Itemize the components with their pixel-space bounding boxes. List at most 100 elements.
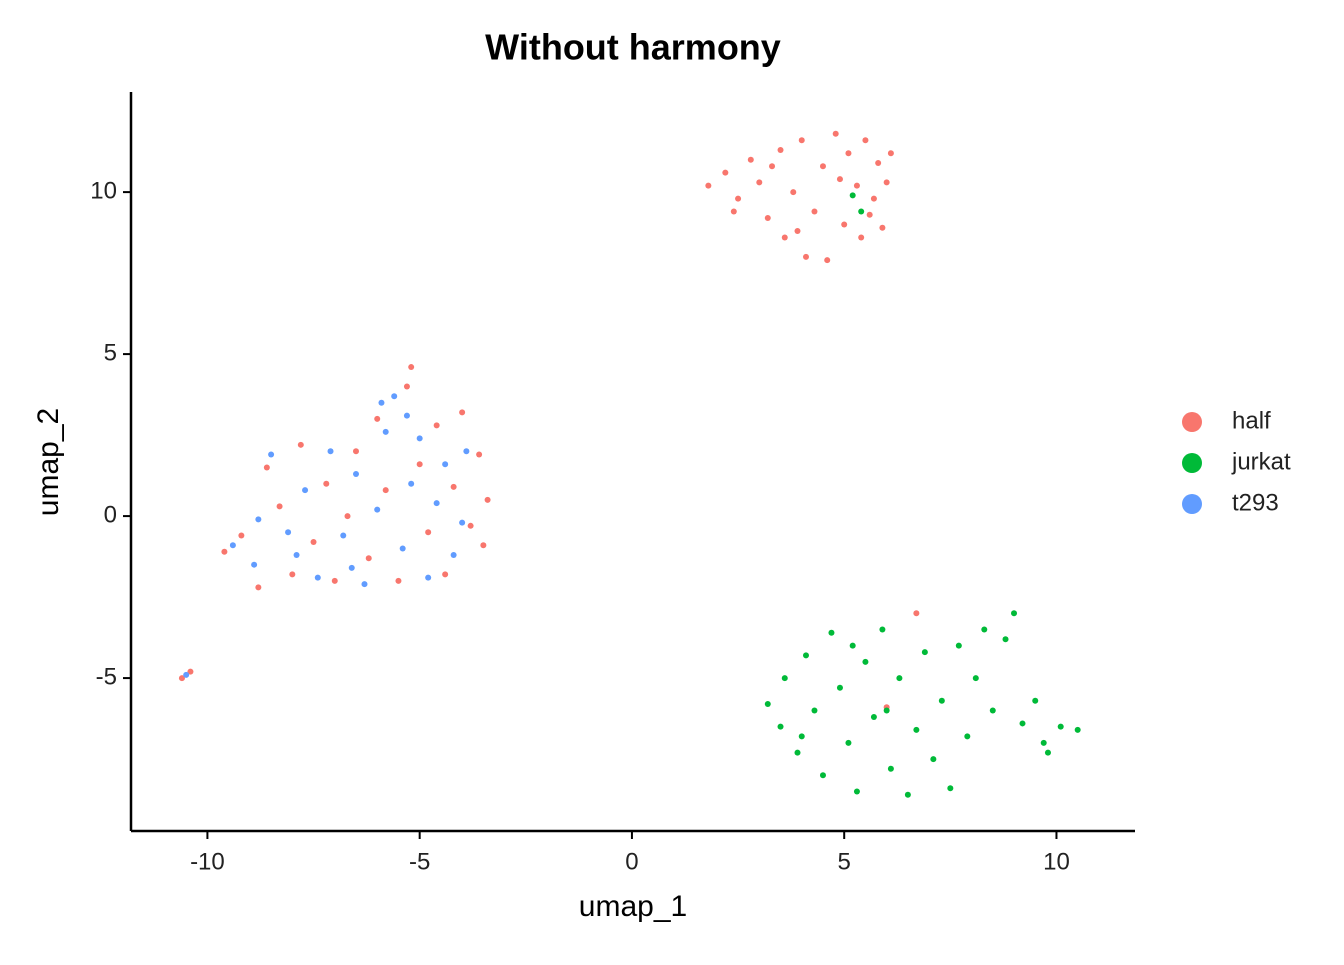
legend-label: jurkat — [1231, 448, 1291, 475]
legend-marker — [1182, 494, 1202, 514]
point — [416, 435, 423, 442]
point — [344, 513, 351, 520]
point — [883, 707, 890, 714]
point — [730, 208, 737, 215]
point — [781, 675, 788, 682]
point — [416, 461, 423, 468]
point — [484, 496, 491, 503]
point — [187, 668, 194, 675]
point — [285, 529, 292, 536]
legend-marker — [1182, 412, 1202, 432]
x-tick-label: 10 — [1043, 848, 1070, 875]
point — [828, 629, 835, 636]
point — [1032, 697, 1039, 704]
point — [442, 571, 449, 578]
point — [297, 441, 304, 448]
point — [365, 555, 372, 562]
point — [930, 756, 937, 763]
point — [302, 487, 309, 494]
point — [981, 626, 988, 633]
point — [887, 765, 894, 772]
point — [764, 215, 771, 222]
point — [832, 130, 839, 137]
point — [875, 159, 882, 166]
point — [293, 551, 300, 558]
point — [399, 545, 406, 552]
x-tick-label: -10 — [190, 848, 225, 875]
point — [276, 503, 283, 510]
point — [777, 723, 784, 730]
legend-label: t293 — [1232, 489, 1279, 516]
point — [331, 577, 338, 584]
point — [845, 150, 852, 157]
point — [221, 548, 228, 555]
point — [352, 448, 359, 455]
point — [836, 684, 843, 691]
point — [811, 707, 818, 714]
legend-label: half — [1232, 407, 1271, 434]
point — [408, 480, 415, 487]
point — [255, 516, 262, 523]
point — [756, 179, 763, 186]
point — [476, 451, 483, 458]
point — [1011, 610, 1018, 617]
point — [921, 649, 928, 656]
point — [938, 697, 945, 704]
point — [802, 652, 809, 659]
point — [450, 483, 457, 490]
point — [870, 195, 877, 202]
point — [229, 542, 236, 549]
point — [480, 542, 487, 549]
point — [747, 156, 754, 163]
point — [879, 224, 886, 231]
point — [361, 581, 368, 588]
point — [947, 785, 954, 792]
point — [972, 675, 979, 682]
point — [310, 539, 317, 546]
point — [425, 529, 432, 536]
point — [314, 574, 321, 581]
point — [735, 195, 742, 202]
point — [391, 393, 398, 400]
point — [913, 610, 920, 617]
point — [858, 234, 865, 241]
point — [459, 519, 466, 526]
point — [781, 234, 788, 241]
point — [378, 399, 385, 406]
point — [819, 163, 826, 170]
point — [1074, 726, 1081, 733]
point — [1057, 723, 1064, 730]
point — [883, 179, 890, 186]
point — [395, 577, 402, 584]
point — [794, 749, 801, 756]
chart-title: Without harmony — [485, 27, 781, 68]
point — [964, 733, 971, 740]
point — [866, 211, 873, 218]
point — [352, 470, 359, 477]
point — [403, 383, 410, 390]
x-axis-label: umap_1 — [579, 890, 687, 923]
point — [849, 642, 856, 649]
point — [862, 658, 869, 665]
point — [374, 415, 381, 422]
point — [913, 726, 920, 733]
point — [887, 150, 894, 157]
point — [849, 192, 856, 199]
point — [836, 176, 843, 183]
y-tick-label: -5 — [96, 663, 117, 690]
point — [705, 182, 712, 189]
point — [467, 522, 474, 529]
y-tick-label: 10 — [90, 177, 117, 204]
point — [348, 564, 355, 571]
point — [263, 464, 270, 471]
point — [845, 739, 852, 746]
point — [858, 208, 865, 215]
point — [1002, 636, 1009, 643]
point — [323, 480, 330, 487]
point — [819, 772, 826, 779]
legend-marker — [1182, 453, 1202, 473]
point — [1019, 720, 1026, 727]
point — [340, 532, 347, 539]
point — [879, 626, 886, 633]
point — [989, 707, 996, 714]
